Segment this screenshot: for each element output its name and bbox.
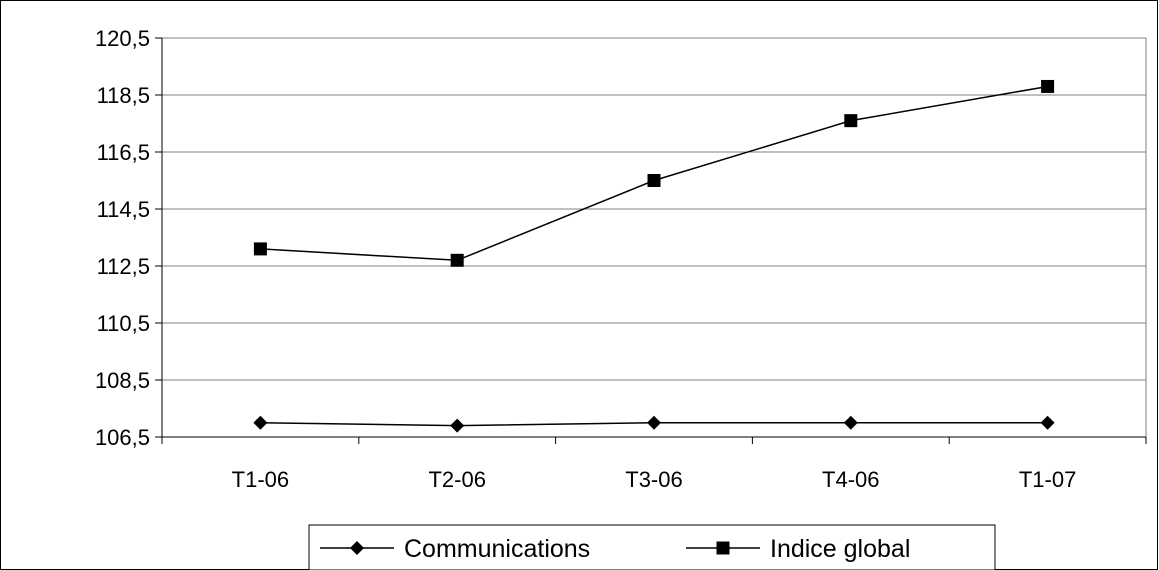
y-axis-ticks: 106,5 108,5 110,5 112,5 114,5 116,5 118,5 120,5 (95, 26, 162, 450)
legend-label: Communications (404, 535, 590, 563)
series-layer (253, 79, 1055, 433)
data-point-square (844, 114, 858, 128)
y-tick-label: 114,5 (97, 197, 150, 222)
data-point-square (253, 242, 267, 256)
data-point-square (1041, 79, 1055, 93)
plot-area (161, 37, 1147, 438)
y-tick-label: 110,5 (97, 311, 150, 336)
legend-entry: Communications (320, 535, 590, 563)
series-0 (253, 415, 1055, 433)
data-point-square (450, 253, 464, 267)
x-tick-label: T3-06 (625, 467, 682, 492)
legend-box (308, 524, 996, 570)
data-point-square (647, 174, 661, 187)
legend-entry: Indice global (686, 535, 910, 563)
y-tick-label: 108,5 (95, 368, 150, 393)
legend-marker (350, 541, 364, 555)
y-tick-label: 120,5 (95, 26, 150, 51)
y-tick-label: 112,5 (97, 254, 150, 279)
x-tick-label: T1-07 (1019, 467, 1076, 492)
data-point-diamond (450, 418, 465, 433)
x-tick-label: T4-06 (822, 467, 879, 492)
gridlines (162, 37, 1146, 381)
y-tick-label: 116,5 (97, 140, 150, 165)
data-point-diamond (253, 415, 268, 430)
series-1 (253, 79, 1055, 267)
data-point-diamond (647, 415, 661, 430)
axes (161, 38, 1146, 438)
data-point-diamond (843, 415, 858, 430)
legend-marker (716, 541, 730, 555)
data-point-diamond (1040, 415, 1055, 430)
y-tick-label: 118,5 (97, 83, 150, 108)
legend: Communications Indice global (308, 524, 996, 570)
x-tick-label: T1-06 (232, 467, 289, 492)
legend-label: Indice global (770, 535, 910, 563)
y-tick-label: 106,5 (95, 425, 150, 450)
x-axis-ticks: T1-06 T2-06 T3-06 T4-06 T1-07 (161, 437, 1147, 492)
x-tick-label: T2-06 (428, 467, 485, 492)
